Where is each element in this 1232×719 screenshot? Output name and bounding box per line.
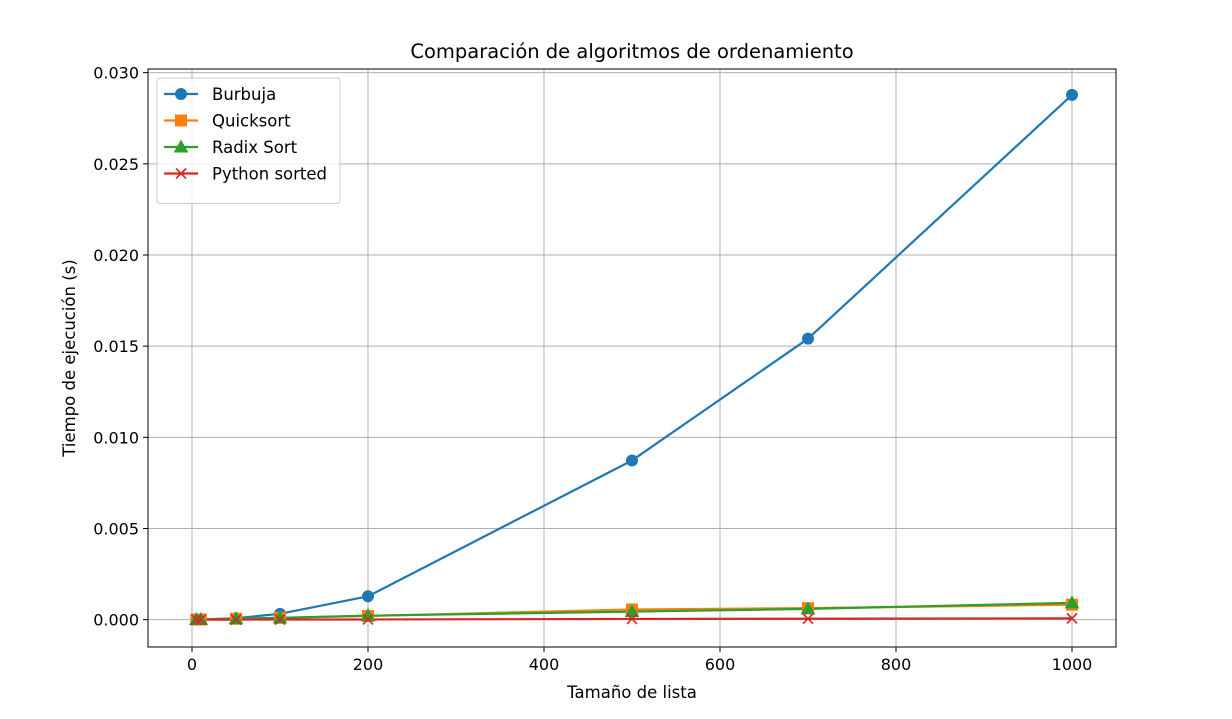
x-tick-label: 1000 [1052,655,1093,674]
data-point-python-sorted-stroke [190,614,202,626]
data-point-python-sorted [626,613,638,625]
data-point-burbuja [1066,88,1078,101]
x-tick-label: 800 [881,655,912,674]
data-point-radix-sort [360,608,376,622]
series-line-python-sorted [196,617,1073,621]
series-markers [189,88,1080,626]
data-point-python-sorted [1066,612,1078,624]
chart-title: Comparación de algoritmos de ordenamient… [410,40,853,63]
data-point-python-sorted [195,614,207,626]
data-point-python-sorted [274,613,286,626]
data-point-python-sorted-stroke [802,613,814,625]
legend-marker-python-sorted [175,167,187,180]
data-point-radix-sort [624,604,640,618]
x-axis-label: Tamaño de lista [566,683,697,702]
legend-label-burbuja: Burbuja [212,85,276,104]
data-point-radix-sort [1064,595,1080,609]
data-point-python-sorted-stroke [195,614,207,626]
y-axis-label: Tiempo de ejecución (s) [60,259,79,457]
plot-frame [147,68,1117,648]
y-tick-label: 0.000 [93,611,139,630]
x-tick-label: 200 [353,655,384,674]
y-tick-label: 0.015 [93,337,139,356]
legend-label-radix-sort: Radix Sort [212,138,298,157]
x-tick-label: 0 [187,655,197,674]
x-tick-label: 600 [705,655,736,674]
data-point-radix-sort [228,611,244,625]
data-point-python-sorted [802,613,814,625]
data-point-python-sorted [190,614,202,626]
grid [148,69,1116,647]
data-point-python-sorted-stroke [274,613,286,626]
legend-label-python-sorted: Python sorted [212,165,327,184]
x-tick-label: 400 [529,655,560,674]
data-point-python-sorted-stroke [626,613,638,625]
y-tick-label: 0.010 [93,428,139,447]
data-point-python-sorted-stroke [362,613,374,626]
legend-label-quicksort: Quicksort [212,112,291,131]
data-point-python-sorted-stroke [230,614,242,626]
data-point-burbuja [362,590,374,603]
data-point-python-sorted [230,614,242,626]
legend: Burbuja Quicksort Radix Sort Python sorted [156,77,341,204]
legend-marker-python-sorted-stroke [175,167,187,180]
data-point-burbuja [626,454,638,467]
data-point-burbuja [802,332,814,345]
y-tick-label: 0.020 [93,246,139,265]
y-tick-label: 0.030 [93,64,139,83]
legend-box [156,77,341,204]
legend-marker-radix-sort [173,139,189,153]
y-tick-label: 0.025 [93,155,139,174]
data-point-python-sorted-stroke [1066,612,1078,624]
y-tick-label: 0.005 [93,519,139,538]
axis-ticks: 0 200 400 600 800 1000 0.000 0.005 0.010 0.015 0.0… [93,64,1092,674]
data-point-python-sorted [362,613,374,626]
legend-marker-burbuja [175,88,187,100]
data-point-radix-sort [800,601,816,615]
legend-marker-quicksort [175,114,187,127]
